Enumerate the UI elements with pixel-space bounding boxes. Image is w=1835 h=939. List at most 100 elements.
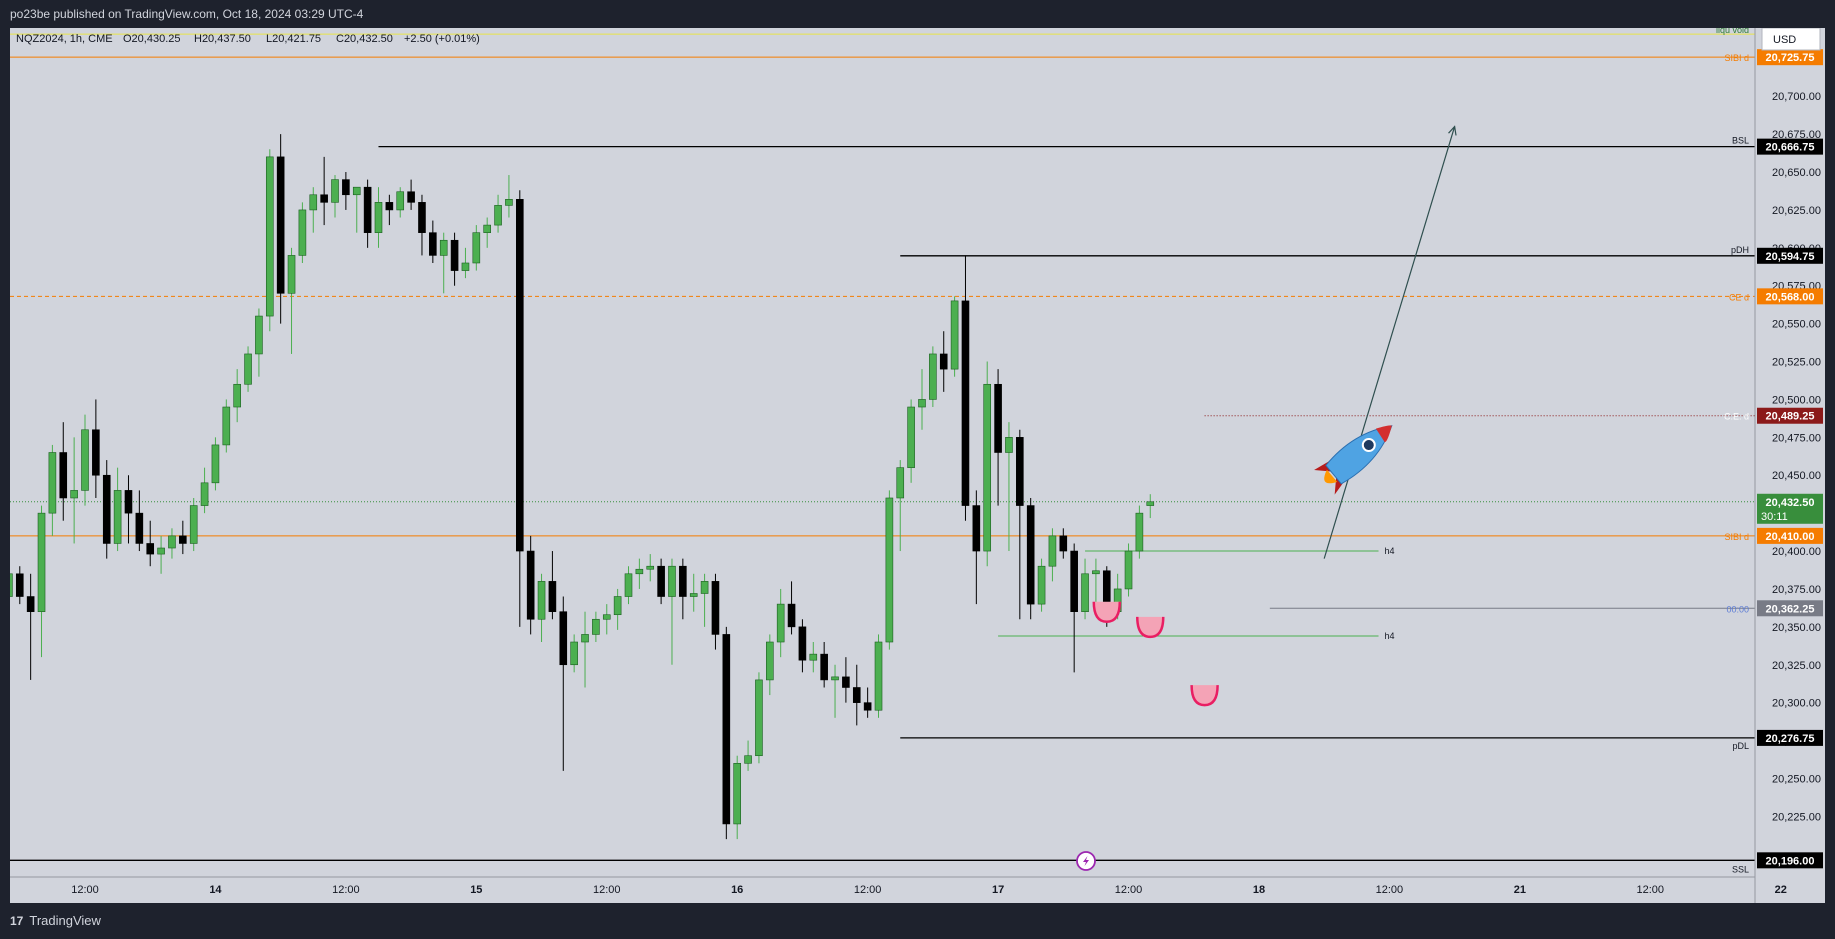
publish-header: po23be published on TradingView.com, Oct…: [0, 0, 1835, 28]
candle-body: [374, 202, 383, 233]
currency-box[interactable]: USD: [1761, 28, 1821, 51]
candle-body: [744, 755, 752, 764]
chart-frame[interactable]: liqu void SIBI d BSL pDH CE d C.E. d SIBI d 00:…: [10, 28, 1825, 903]
time-tick-label: 18: [1253, 884, 1265, 896]
ohlc-low: L20,421.75: [266, 33, 321, 45]
level-label: BSL: [1732, 136, 1749, 146]
level-lines: liqu void SIBI d BSL pDH CE d C.E. d SIBI d 00:…: [10, 28, 1755, 874]
price-badge: [1757, 138, 1823, 155]
candle-body: [515, 199, 524, 552]
candle-body: [711, 581, 720, 635]
candle-body: [168, 535, 176, 549]
time-tick-label: 12:00: [854, 884, 882, 896]
rocket-flame: [1324, 469, 1338, 484]
time-tick-label: 12:00: [332, 884, 360, 896]
price-axis[interactable]: 20,225.0020,250.0020,275.0020,300.0020,3…: [1754, 28, 1825, 903]
candle-body: [1059, 535, 1068, 552]
rocket-window: [1361, 438, 1376, 453]
candle-body: [994, 383, 1002, 453]
overlays: [1092, 125, 1457, 707]
candle-body: [907, 406, 915, 468]
time-axis[interactable]: 12:00 14 12:00 15 12:00 16 12:00 17 12:00 18 12:00…: [10, 876, 1825, 896]
candle-body: [722, 634, 731, 825]
price-tick-label: 20,250.00: [1772, 773, 1821, 785]
h4-label: h4: [1385, 631, 1395, 641]
candle-body: [635, 568, 644, 575]
price-tick-label: 20,550.00: [1772, 319, 1821, 331]
candle-body: [613, 596, 622, 616]
chart-svg[interactable]: liqu void SIBI d BSL pDH CE d C.E. d SIBI d 00:…: [10, 28, 1825, 903]
brand-name: TradingView: [29, 913, 101, 928]
cup-marker: [1136, 616, 1165, 639]
cup-marker: [1190, 685, 1219, 707]
candle-body: [113, 490, 122, 544]
candle-body: [1070, 550, 1078, 612]
candle-body: [787, 603, 796, 628]
time-tick-label: 12:00: [593, 884, 621, 896]
candle-body: [852, 687, 861, 703]
candle-body: [581, 634, 589, 643]
candle-body: [320, 194, 328, 203]
lightning-icon[interactable]: [1076, 851, 1096, 871]
candle-body: [668, 565, 676, 597]
currency-label: USD: [1773, 34, 1796, 46]
time-tick-label: 12:00: [1115, 884, 1143, 896]
candle-body: [309, 194, 318, 211]
price-badge-text: 20,410.00: [1766, 531, 1815, 543]
price-tick-label: 20,350.00: [1772, 622, 1821, 634]
price-badge-text: 20,196.00: [1766, 855, 1815, 867]
price-badge: [1757, 407, 1823, 424]
price-badge: [1757, 527, 1823, 544]
time-tick-label: 12:00: [1637, 884, 1665, 896]
candle-body: [820, 653, 828, 681]
candle-body: [570, 641, 578, 666]
candle-body: [559, 611, 568, 666]
candle-body: [124, 490, 133, 514]
candle-body: [418, 202, 426, 233]
candle-body: [157, 547, 165, 555]
price-tick-label: 20,700.00: [1772, 91, 1821, 103]
candle-body: [1081, 573, 1089, 612]
price-tick-label: 20,650.00: [1772, 167, 1821, 179]
price-badge-text: 20,489.25: [1766, 411, 1815, 423]
level-label: C.E. d: [1724, 412, 1749, 422]
ohlc-legend: NQZ2024, 1h, CME O20,430.25 H20,437.50 L…: [16, 33, 480, 45]
candle-body: [298, 209, 307, 256]
candle-body: [885, 497, 894, 643]
candle-body: [733, 762, 742, 825]
candle-body: [874, 641, 883, 711]
candle-body: [146, 543, 155, 555]
candle-body: [929, 353, 937, 400]
candles: [10, 134, 1155, 840]
candle-body: [233, 383, 241, 408]
candle-body: [983, 383, 992, 552]
candle-body: [81, 429, 89, 491]
candle-body: [135, 512, 144, 544]
candle-body: [831, 676, 839, 681]
candle-body: [961, 300, 970, 506]
candle-body: [918, 399, 926, 408]
rocket-icon: [1314, 425, 1393, 495]
footer-bar: 17 TradingView: [0, 903, 1835, 939]
rocket-nose: [1375, 425, 1392, 443]
candle-body: [342, 179, 350, 196]
level-label: pDH: [1731, 245, 1749, 255]
candle-body: [385, 202, 394, 211]
level-label: 00:00: [1726, 604, 1749, 614]
candle-body: [396, 191, 405, 211]
time-tick-label: 14: [209, 884, 222, 896]
price-tick-label: 20,500.00: [1772, 394, 1821, 406]
ohlc-close: C20,432.50: [336, 33, 393, 45]
time-tick-label: 21: [1514, 884, 1526, 896]
candle-body: [766, 641, 774, 681]
candle-body: [526, 550, 535, 620]
candle-body: [646, 565, 655, 570]
candle-body: [472, 232, 481, 264]
level-label: pDL: [1732, 741, 1749, 751]
price-badge-text: 20,276.75: [1766, 733, 1815, 745]
price-tick-label: 20,225.00: [1772, 811, 1821, 823]
ohlc-symbol: NQZ2024, 1h, CME: [16, 33, 113, 45]
candle-body: [1048, 535, 1057, 567]
candle-body: [211, 444, 220, 484]
candle-body: [1092, 570, 1100, 575]
